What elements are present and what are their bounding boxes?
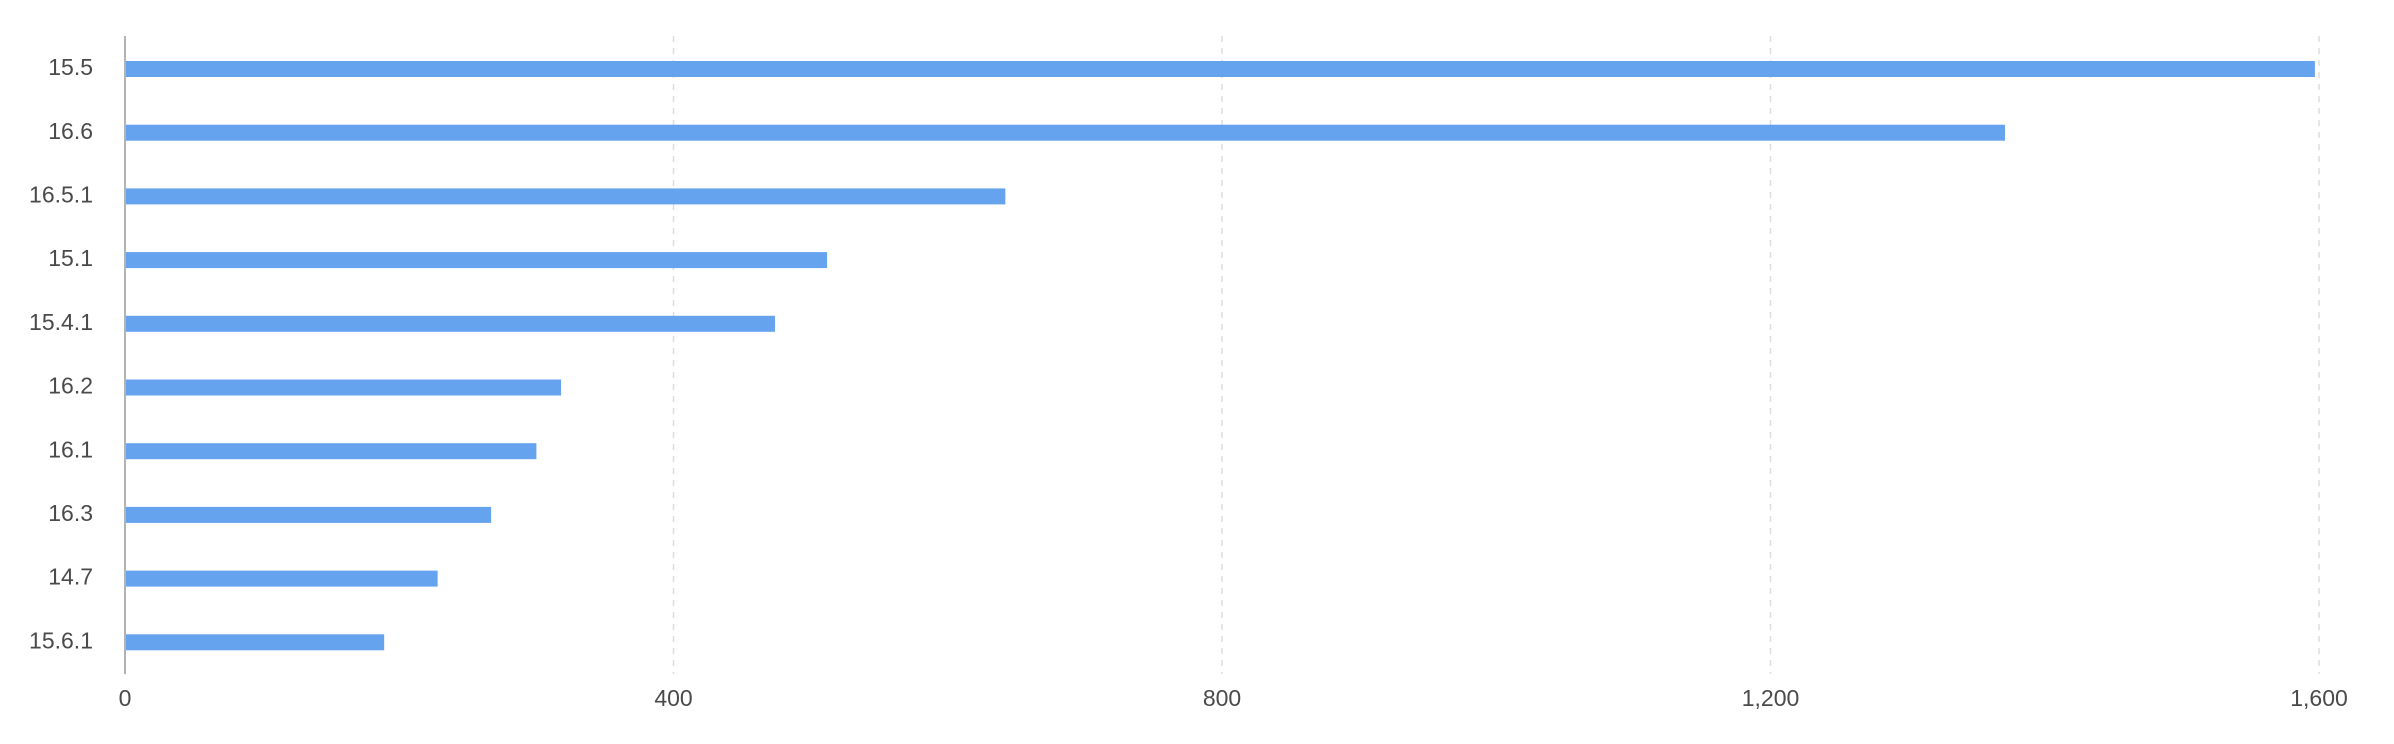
y-category-label: 15.6.1 [29, 627, 93, 653]
bar-15-5[interactable] [126, 61, 2315, 77]
y-category-label: 15.1 [48, 245, 93, 271]
bar-15-4-1[interactable] [126, 315, 775, 332]
x-tick-label: 1,600 [2290, 685, 2348, 711]
y-category-label: 16.6 [48, 118, 93, 144]
y-category-label: 16.5.1 [29, 181, 93, 207]
y-category-label: 14.7 [48, 564, 93, 590]
bar-15-1[interactable] [126, 252, 828, 269]
y-category-label: 16.2 [48, 373, 93, 399]
labels-layer: 0 400 800 1,200 1,600 15.5 16.6 16.5.1 15.1 15.4.… [29, 54, 2348, 711]
bar-16-1[interactable] [126, 443, 537, 460]
y-category-label: 15.5 [48, 54, 93, 80]
bar-16-5-1[interactable] [126, 188, 1006, 205]
y-category-label: 15.4.1 [29, 309, 93, 335]
bar-16-3[interactable] [126, 506, 492, 523]
bars-layer [126, 61, 2315, 651]
y-category-label: 16.1 [48, 436, 93, 462]
x-tick-label: 1,200 [1742, 685, 1800, 711]
bar-14-7[interactable] [126, 570, 438, 587]
x-tick-label: 800 [1203, 685, 1241, 711]
bar-16-2[interactable] [126, 379, 562, 396]
bar-16-6[interactable] [126, 124, 2005, 141]
x-tick-label: 0 [119, 685, 132, 711]
bar-15-6-1[interactable] [126, 634, 385, 651]
x-tick-label: 400 [654, 685, 692, 711]
y-category-label: 16.3 [48, 500, 93, 526]
grid-layer [672, 36, 2320, 674]
